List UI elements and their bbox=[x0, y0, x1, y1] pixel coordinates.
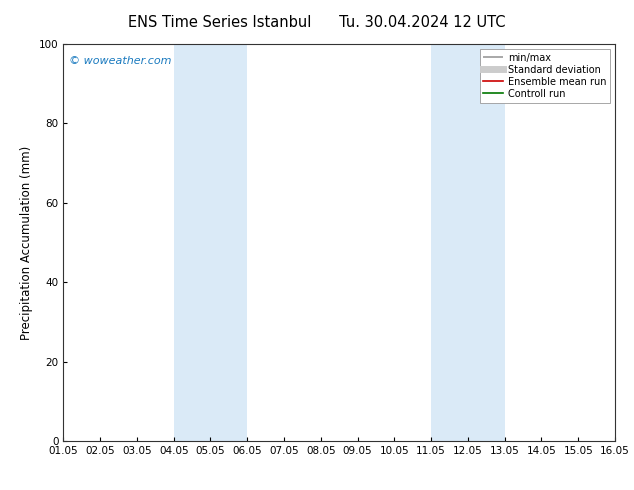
Bar bbox=[431, 44, 505, 441]
Text: © woweather.com: © woweather.com bbox=[69, 56, 171, 66]
Bar bbox=[174, 44, 247, 441]
Y-axis label: Precipitation Accumulation (mm): Precipitation Accumulation (mm) bbox=[20, 146, 34, 340]
Legend: min/max, Standard deviation, Ensemble mean run, Controll run: min/max, Standard deviation, Ensemble me… bbox=[479, 49, 610, 102]
Text: ENS Time Series Istanbul      Tu. 30.04.2024 12 UTC: ENS Time Series Istanbul Tu. 30.04.2024 … bbox=[128, 15, 506, 30]
